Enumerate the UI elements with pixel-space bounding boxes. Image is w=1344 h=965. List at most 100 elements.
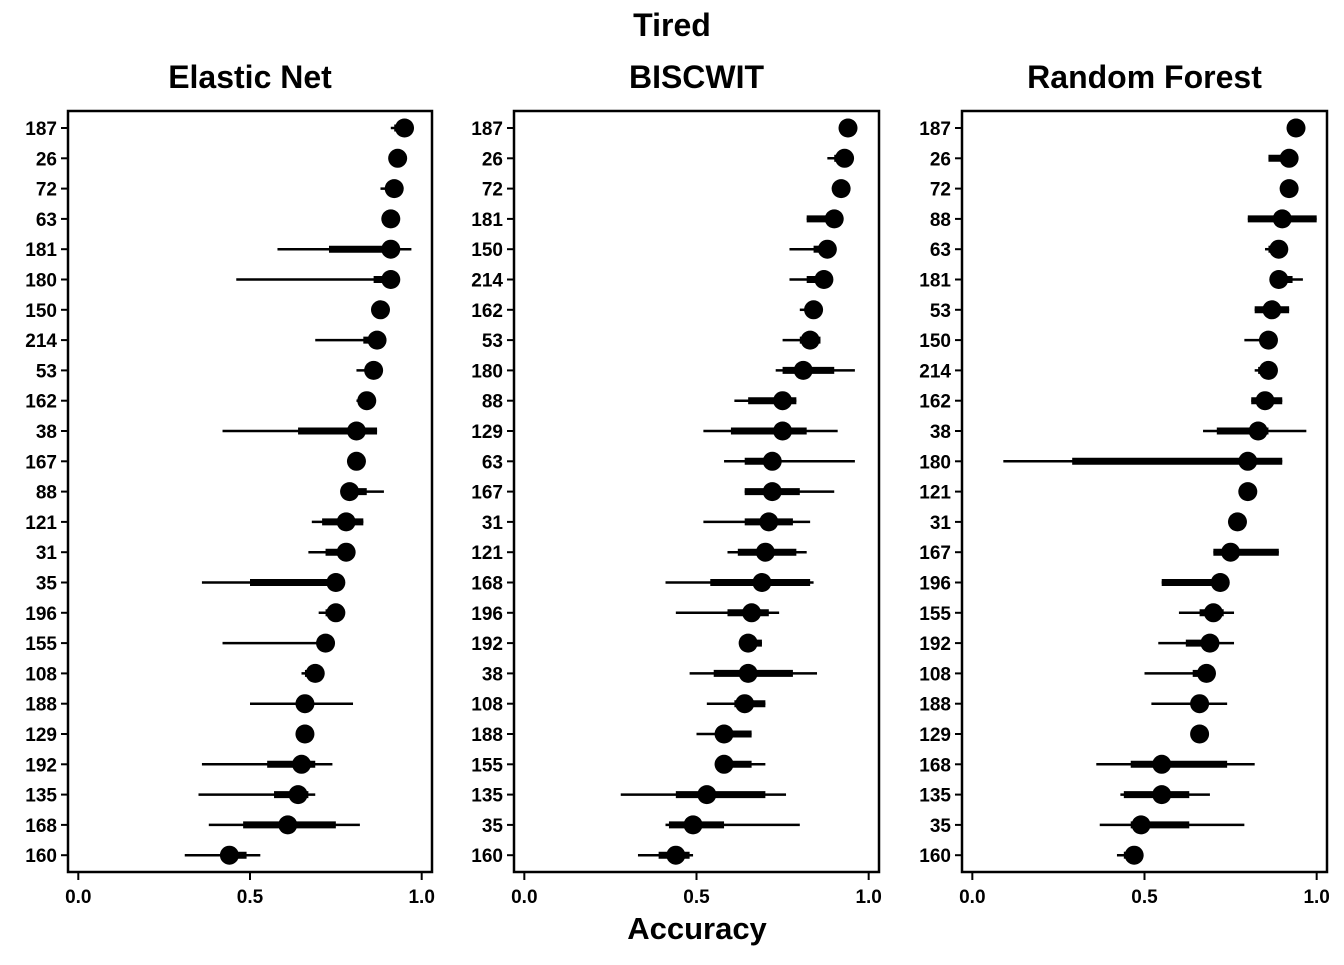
- y-tick-label: 167: [919, 543, 951, 564]
- x-tick-label: 1.0: [1303, 887, 1329, 908]
- y-tick-label: 192: [25, 755, 57, 776]
- y-tick-label: 108: [919, 664, 951, 685]
- y-tick-label: 181: [919, 271, 951, 292]
- y-tick-label: 196: [919, 574, 951, 595]
- y-tick-label: 214: [25, 331, 57, 352]
- y-tick-label: 72: [36, 180, 57, 201]
- point-estimate: [762, 482, 782, 502]
- point-estimate: [326, 573, 346, 592]
- x-tick-label: 1.0: [855, 887, 881, 908]
- point-estimate: [367, 330, 387, 350]
- y-tick-label: 196: [471, 604, 503, 625]
- y-tick-label: 38: [482, 664, 503, 685]
- y-tick-label: 187: [919, 119, 951, 140]
- point-estimate: [346, 451, 366, 471]
- y-tick-label: 129: [25, 725, 57, 746]
- y-tick-label: 155: [919, 604, 951, 625]
- panel-title: Elastic Net: [168, 59, 332, 95]
- y-tick-label: 192: [471, 634, 503, 655]
- y-tick-label: 135: [25, 786, 57, 807]
- point-estimate: [219, 845, 239, 865]
- point-estimate: [1227, 512, 1247, 532]
- point-estimate: [370, 300, 390, 320]
- y-tick-label: 214: [919, 361, 951, 382]
- y-tick-label: 167: [471, 483, 503, 504]
- point-estimate: [838, 118, 858, 138]
- point-estimate: [1248, 421, 1268, 441]
- point-estimate: [381, 209, 401, 229]
- panel-1: BISCWIT 0.0 0.5 1.0 187 26 72 181 150 214 162 53 180…: [471, 59, 882, 908]
- point-estimate: [1152, 785, 1172, 805]
- figure-title: Tired: [633, 7, 711, 43]
- x-tick-label: 1.0: [408, 887, 434, 908]
- y-tick-label: 192: [919, 634, 951, 655]
- point-estimate: [752, 573, 772, 592]
- y-tick-label: 162: [919, 392, 951, 413]
- y-tick-label: 188: [471, 725, 503, 746]
- panels-group: Elastic Net 0.0 0.5 1.0 187 26 72 63 181 180 150 21…: [25, 59, 1330, 908]
- point-estimate: [364, 360, 384, 380]
- point-estimate: [714, 754, 734, 774]
- point-estimate: [384, 179, 404, 199]
- point-estimate: [666, 845, 686, 865]
- x-tick-label: 0.5: [237, 887, 264, 908]
- point-estimate: [336, 512, 356, 532]
- y-tick-label: 38: [36, 422, 57, 443]
- point-estimate: [1196, 663, 1216, 683]
- point-estimate: [814, 270, 834, 289]
- point-estimate: [738, 633, 758, 653]
- point-estimate: [1255, 391, 1275, 411]
- point-estimate: [295, 694, 315, 714]
- x-tick-label: 0.0: [959, 887, 985, 908]
- x-axis-label: Accuracy: [627, 911, 767, 946]
- y-tick-label: 162: [471, 301, 503, 322]
- y-tick-label: 88: [482, 392, 503, 413]
- point-estimate: [773, 421, 793, 441]
- point-estimate: [1286, 118, 1306, 138]
- y-tick-label: 187: [471, 119, 503, 140]
- point-estimate: [1279, 179, 1299, 199]
- y-tick-label: 180: [919, 452, 951, 473]
- point-estimate: [773, 391, 793, 411]
- y-tick-label: 53: [930, 301, 951, 322]
- y-tick-label: 160: [919, 846, 951, 867]
- panel-title: Random Forest: [1027, 59, 1262, 95]
- point-estimate: [683, 815, 703, 835]
- panel-title: BISCWIT: [629, 59, 765, 95]
- point-estimate: [738, 663, 758, 683]
- point-estimate: [1269, 239, 1289, 259]
- point-estimate: [295, 724, 315, 744]
- point-estimate: [292, 754, 312, 774]
- point-estimate: [759, 512, 779, 532]
- point-estimate: [1210, 573, 1230, 592]
- y-tick-label: 72: [482, 180, 503, 201]
- point-estimate: [697, 785, 717, 805]
- y-tick-label: 31: [482, 513, 504, 534]
- y-tick-label: 31: [36, 543, 58, 564]
- point-estimate: [817, 239, 837, 259]
- point-estimate: [1221, 542, 1241, 562]
- y-tick-label: 150: [471, 240, 503, 261]
- point-estimate: [1131, 815, 1151, 835]
- y-tick-label: 188: [919, 695, 951, 716]
- point-estimate: [1238, 451, 1258, 471]
- y-tick-label: 168: [25, 816, 57, 837]
- y-tick-label: 26: [36, 149, 57, 170]
- point-estimate: [735, 694, 755, 714]
- y-tick-label: 150: [919, 331, 951, 352]
- y-tick-label: 63: [482, 452, 503, 473]
- point-estimate: [395, 118, 415, 138]
- y-tick-label: 26: [930, 149, 951, 170]
- y-tick-label: 162: [25, 392, 57, 413]
- point-estimate: [305, 663, 325, 683]
- y-tick-label: 155: [471, 755, 503, 776]
- point-estimate: [762, 451, 782, 471]
- point-estimate: [346, 421, 366, 441]
- point-estimate: [1203, 603, 1223, 623]
- y-tick-label: 181: [25, 240, 57, 261]
- point-estimate: [835, 148, 855, 168]
- y-tick-label: 135: [471, 786, 503, 807]
- y-tick-label: 88: [930, 210, 951, 231]
- y-tick-label: 121: [25, 513, 57, 534]
